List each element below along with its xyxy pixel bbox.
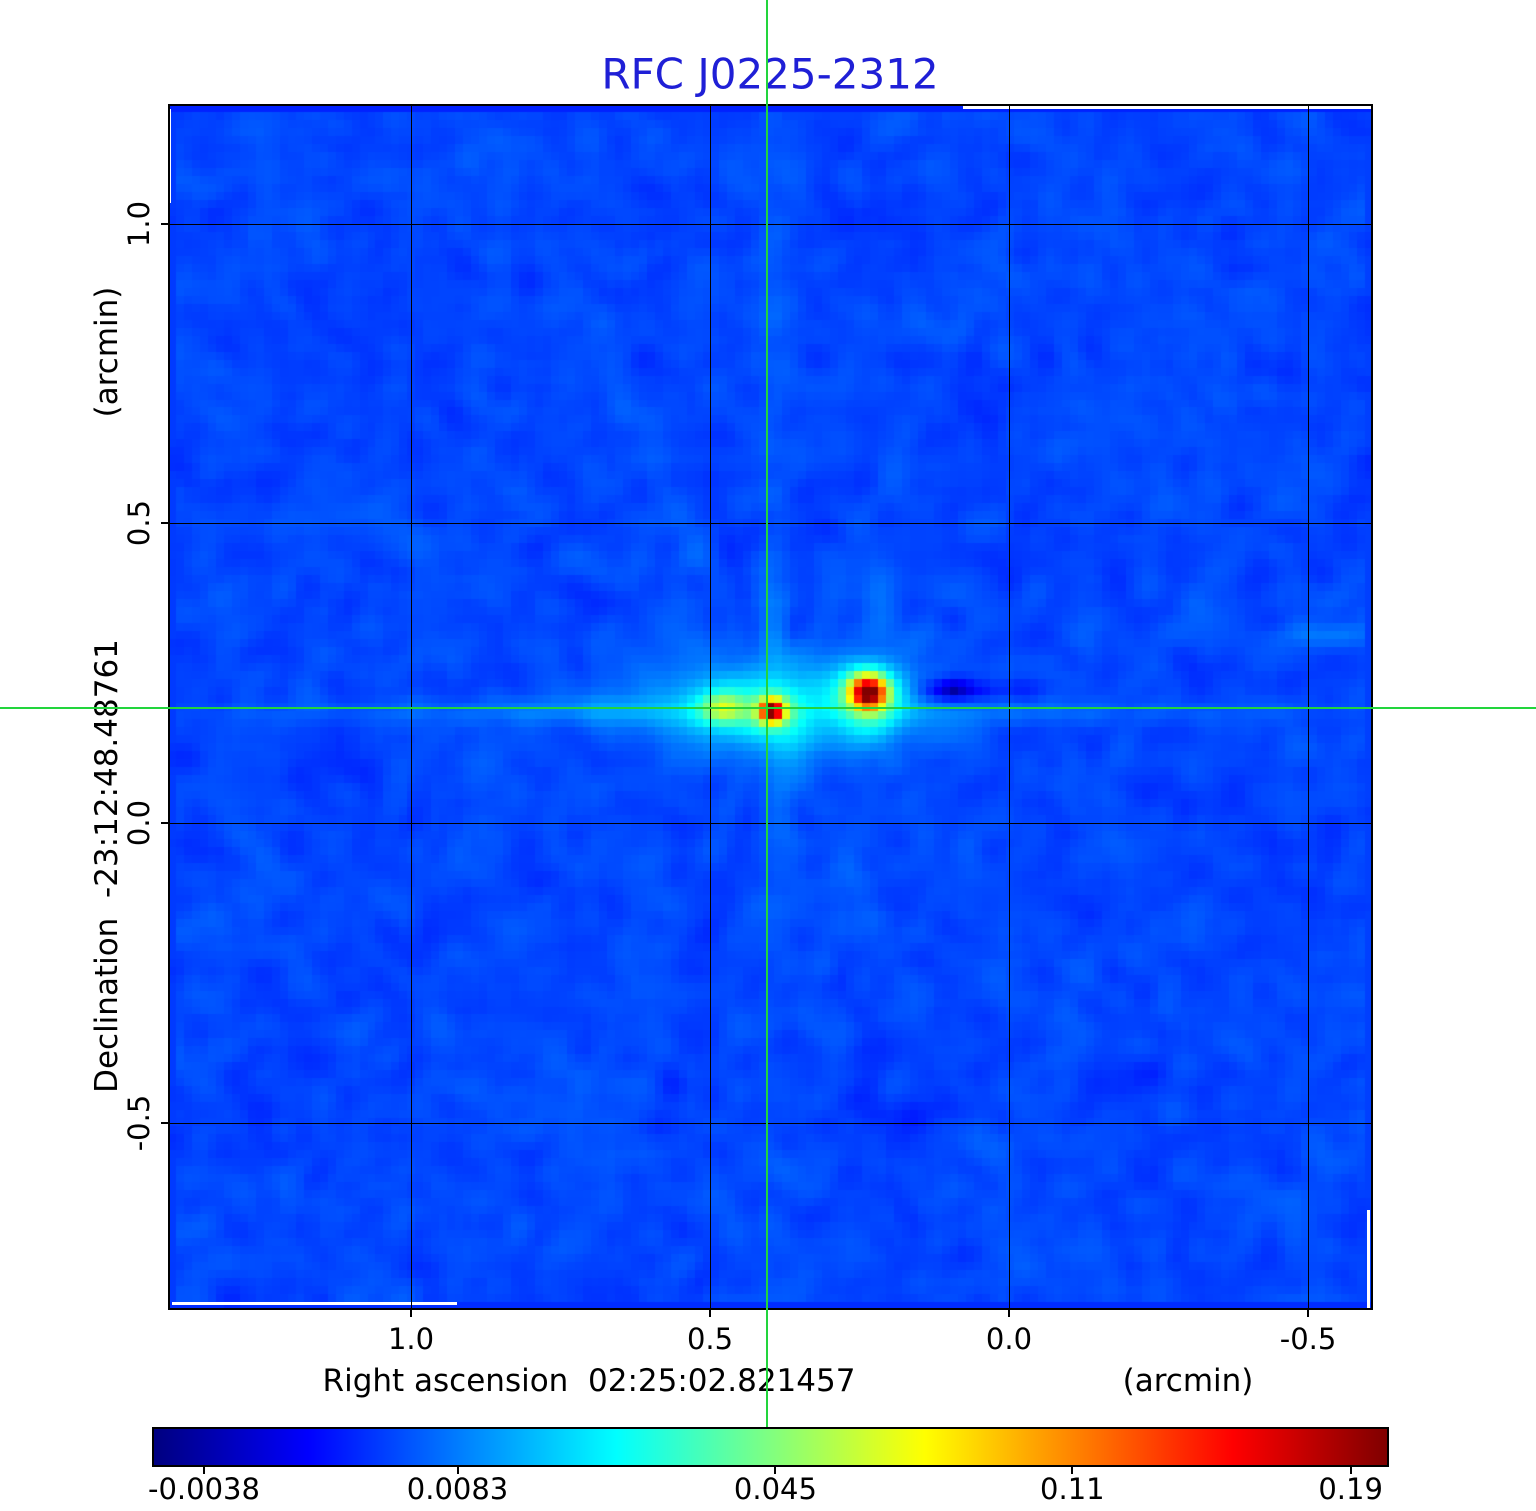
colorbar-tick-label: -0.0038 [147,1472,260,1506]
y-tick-label: 1.0 [122,200,156,248]
x-tick-label: 0.5 [686,1322,734,1356]
colorbar-tick-label: 0.0083 [406,1472,509,1506]
crosshair-horizontal-line [0,706,1536,709]
x-tick-label: -0.5 [1279,1322,1337,1356]
y-tick-label: 0.0 [122,799,156,847]
page-title: RFC J0225-2312 [601,49,939,99]
y-tick-label: -0.5 [122,1094,156,1152]
y-axis-tick-mark [161,222,168,225]
colorbar [152,1427,1389,1467]
y-axis-unit-label: (arcmin) [89,286,125,418]
colorbar-tick-label: 0.11 [1040,1472,1105,1506]
y-tick-label: 0.5 [122,499,156,547]
x-axis-unit-label: (arcmin) [1122,1363,1254,1399]
x-axis-tick-mark [709,1310,711,1317]
y-axis-tick-mark [161,1122,168,1125]
colorbar-tick-mark [202,1467,205,1474]
x-tick-label: 0.0 [985,1322,1033,1356]
x-tick-label: 1.0 [387,1322,435,1356]
y-axis-tick-mark [161,521,168,524]
colorbar-tick-mark [1071,1467,1074,1474]
colorbar-tick-mark [774,1467,777,1474]
x-axis-tick-mark [1007,1310,1010,1317]
colorbar-tick-label: 0.19 [1318,1472,1383,1506]
y-axis-tick-mark [161,822,168,825]
crosshair-vertical-line [766,0,768,1427]
colorbar-tick-mark [1349,1467,1352,1474]
colorbar-tick-mark [456,1467,459,1474]
x-axis-tick-mark [1307,1310,1310,1317]
colorbar-tick-label: 0.045 [733,1472,817,1506]
x-axis-tick-mark [410,1310,413,1317]
x-axis-label: Right ascension 02:25:02.821457 [322,1363,856,1399]
